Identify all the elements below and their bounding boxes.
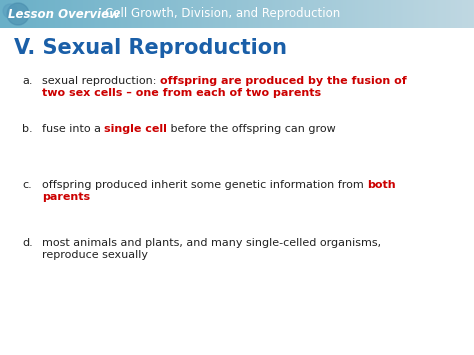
Circle shape [7, 3, 29, 25]
Text: offspring are produced by the fusion of: offspring are produced by the fusion of [160, 76, 407, 86]
Text: most animals and plants, and many single-celled organisms,: most animals and plants, and many single… [42, 238, 381, 248]
Text: offspring produced inherit some genetic information from: offspring produced inherit some genetic … [42, 180, 367, 190]
Text: parents: parents [42, 192, 90, 202]
Text: sexual reproduction:: sexual reproduction: [42, 76, 160, 86]
Text: Cell Growth, Division, and Reproduction: Cell Growth, Division, and Reproduction [90, 7, 340, 21]
Text: reproduce sexually: reproduce sexually [42, 251, 148, 261]
Text: c.: c. [22, 180, 32, 190]
Text: b.: b. [22, 124, 33, 134]
Text: single cell: single cell [104, 124, 167, 134]
Text: fuse into a: fuse into a [42, 124, 104, 134]
Text: d.: d. [22, 238, 33, 248]
Text: before the offspring can grow: before the offspring can grow [167, 124, 336, 134]
Text: V. Sexual Reproduction: V. Sexual Reproduction [14, 38, 287, 58]
Text: a.: a. [22, 76, 33, 86]
Text: two sex cells – one from each of two parents: two sex cells – one from each of two par… [42, 88, 321, 98]
Text: both: both [367, 180, 396, 190]
Circle shape [3, 4, 17, 18]
Text: Lesson Overview: Lesson Overview [8, 7, 120, 21]
